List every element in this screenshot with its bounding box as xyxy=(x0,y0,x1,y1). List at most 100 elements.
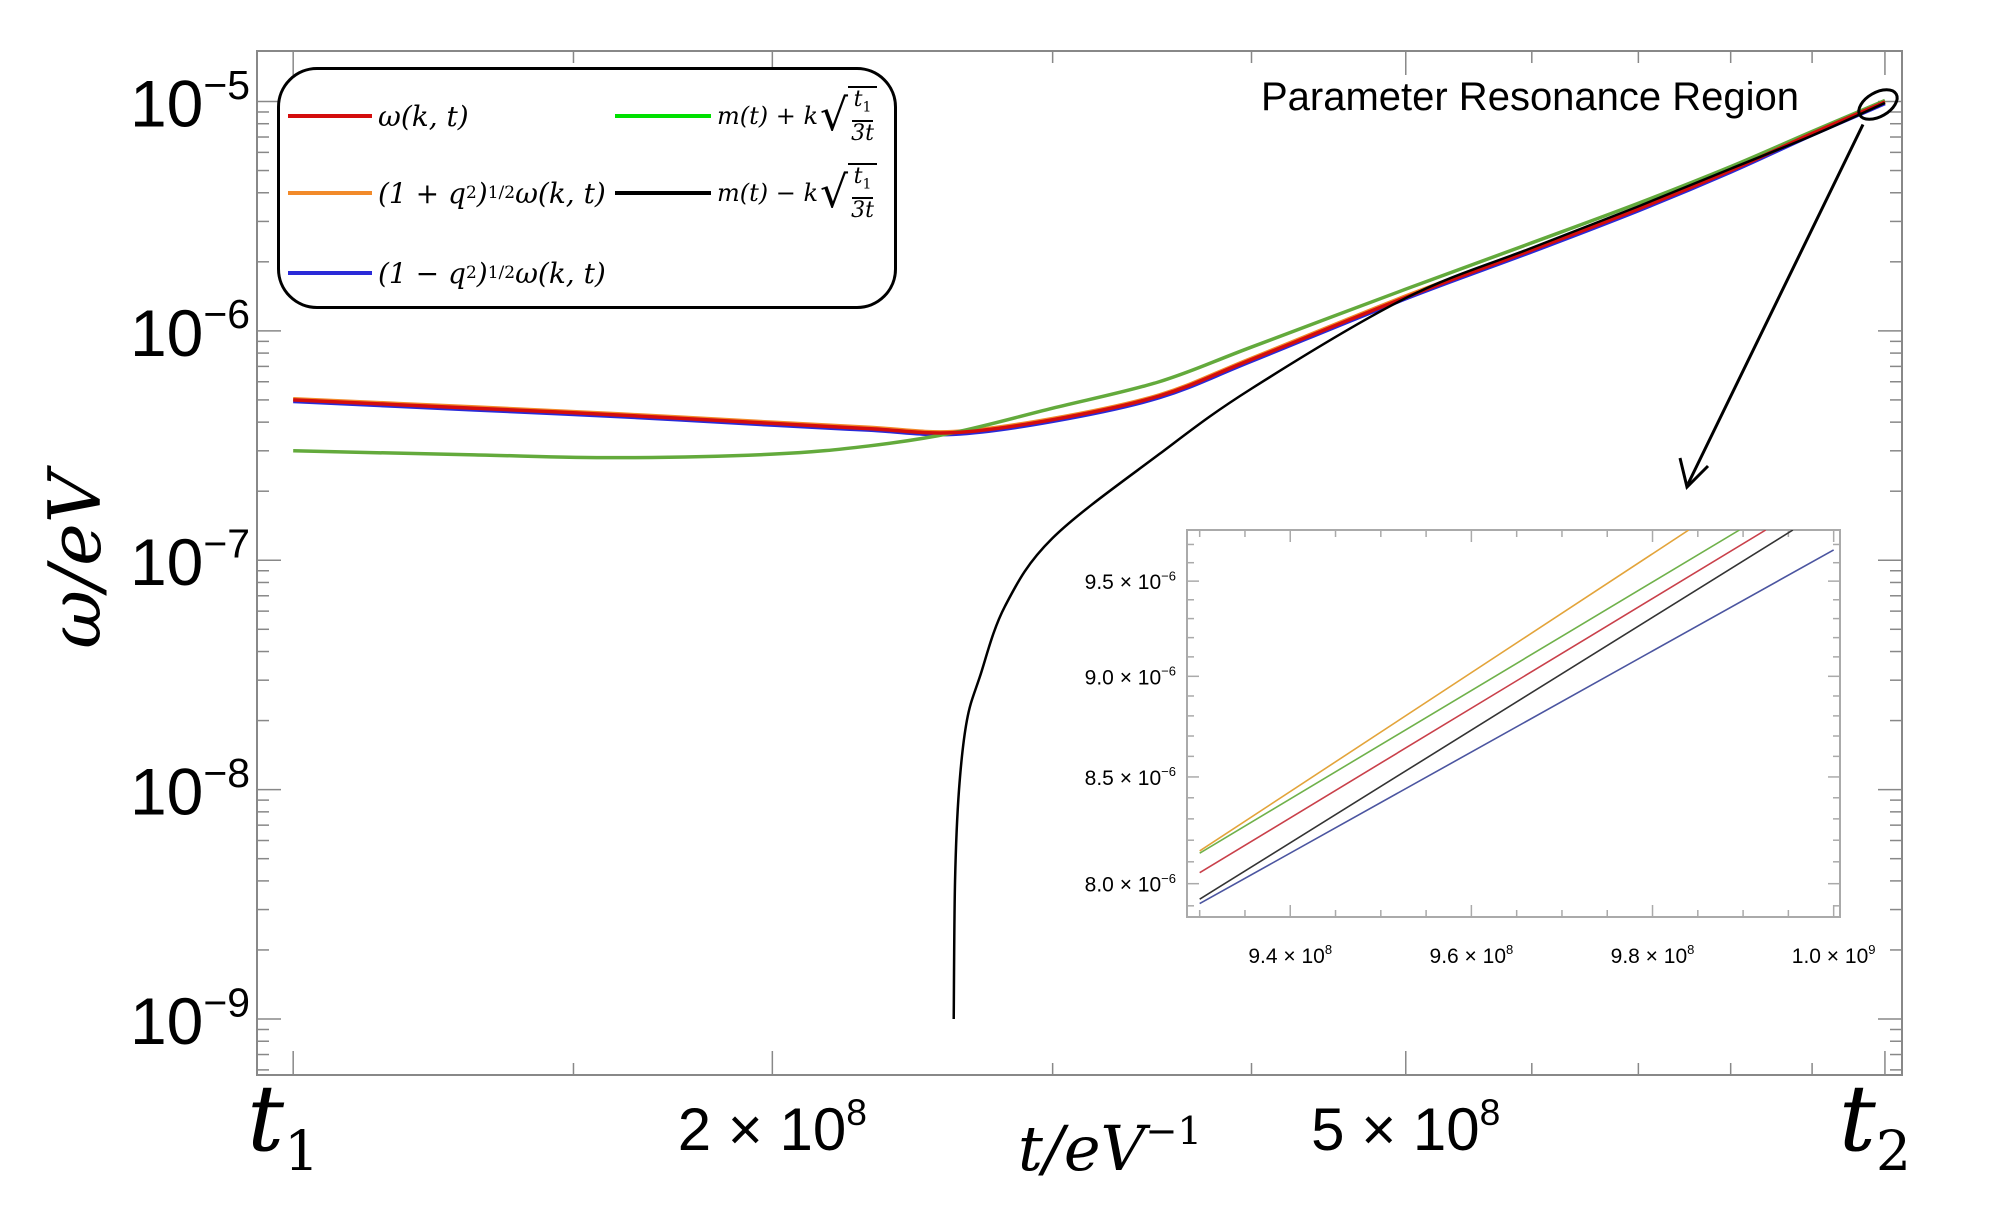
legend-sup: 2 xyxy=(465,263,477,283)
y-tick-label-base: 10 xyxy=(130,66,203,140)
x-tick-label-base: t xyxy=(247,1065,285,1172)
legend-label: m(t) − k √ t1 3t xyxy=(717,163,877,222)
x-axis-label: t/eV−1 xyxy=(1018,1109,1202,1185)
inset-x-tick-label-exponent: 8 xyxy=(1506,942,1513,957)
inset-y-tick-label-exponent: −6 xyxy=(1161,764,1176,779)
inset-x-tick-label-exponent: 8 xyxy=(1687,942,1694,957)
legend-text: (1 + q xyxy=(378,176,466,210)
y-axis-label: ω/eV xyxy=(33,464,117,649)
y-tick-label-exponent: −6 xyxy=(203,291,250,337)
arrow-head-icon xyxy=(1678,457,1710,490)
x-tick-label-exponent: 8 xyxy=(1480,1091,1501,1133)
x-axis-label-exponent: −1 xyxy=(1145,1109,1202,1154)
legend: ω(k, t) (1 + q 2) 1/2 ω(k, t) (1 − q 2) 1/2 ω(… xyxy=(277,67,897,309)
annotation-label: Parameter Resonance Region xyxy=(1261,75,1799,119)
inset-frame xyxy=(1186,529,1841,918)
inset-y-tick-label: 9.5 × 10−6 xyxy=(1085,568,1176,594)
inset-series-line-red xyxy=(1199,530,1767,874)
legend-sup: 1/2 xyxy=(487,263,516,283)
inset-x-tick-label: 9.4 × 108 xyxy=(1248,942,1332,968)
x-tick-label-base: t xyxy=(1839,1065,1877,1172)
x-tick-label-subscript: 1 xyxy=(284,1120,319,1184)
legend-num: t xyxy=(853,87,863,113)
x-tick-label: t2 xyxy=(1839,1065,1911,1184)
inset-series-group xyxy=(1199,530,1835,905)
legend-text: ω(k, t) xyxy=(515,176,606,210)
series-line-black xyxy=(952,101,1886,1020)
legend-text: m(t) − k xyxy=(717,178,819,207)
inset-y-tick-label-exponent: −6 xyxy=(1161,568,1176,583)
arrow-line xyxy=(1686,123,1865,485)
legend-item-m-plus: m(t) + k √ t1 3t xyxy=(615,86,877,146)
inset-y-tick-label: 9.0 × 10−6 xyxy=(1085,664,1176,690)
legend-swatch-red xyxy=(288,114,372,118)
legend-text: ) xyxy=(476,256,488,290)
inset-series-line-orange xyxy=(1199,530,1690,852)
legend-sup: 2 xyxy=(465,183,477,203)
legend-swatch-orange xyxy=(288,191,372,195)
inset-plot: 9.4 × 108 9.6 × 108 9.8 × 108 1.0 × 1098.0 … xyxy=(1085,529,1876,968)
inset-x-tick-label: 9.8 × 108 xyxy=(1611,942,1695,968)
series-group xyxy=(293,98,1886,1020)
inset-y-tick-label-base: 9.0 × 10 xyxy=(1085,666,1161,689)
inset-x-tick-label-exponent: 8 xyxy=(1325,942,1332,957)
legend-item-omega: ω(k, t) xyxy=(288,86,469,146)
inset-y-tick-label: 8.0 × 10−6 xyxy=(1085,871,1176,897)
y-tick-label: 10−7 xyxy=(130,521,250,600)
inset-series-line-blue xyxy=(1199,549,1835,905)
legend-sub: 1 xyxy=(862,99,872,116)
inset-x-tick-label: 1.0 × 109 xyxy=(1792,942,1876,968)
y-tick-label-exponent: −8 xyxy=(203,750,250,796)
legend-swatch-green xyxy=(615,114,711,118)
series-line-green xyxy=(293,98,1886,460)
inset-y-tick-label: 8.5 × 10−6 xyxy=(1085,764,1176,790)
inset-x-tick-label-exponent: 9 xyxy=(1868,942,1875,957)
legend-den: 3t xyxy=(851,120,874,146)
main-axes: 10−510−610−710−810−9t1 2 × 108 5 × 108 t2t/… xyxy=(33,50,1911,1185)
sqrt-symbol: √ t1 3t xyxy=(820,86,877,145)
inset-y-tick-label-exponent: −6 xyxy=(1161,664,1176,679)
y-tick-label: 10−9 xyxy=(130,979,250,1058)
x-tick-label-exponent: 8 xyxy=(846,1091,867,1133)
inset-y-tick-label-exponent: −6 xyxy=(1161,871,1176,886)
y-tick-label: 10−5 xyxy=(130,62,250,141)
legend-text: ω(k, t) xyxy=(515,256,606,290)
series-line-red xyxy=(293,100,1886,435)
inset-x-tick-label-base: 9.8 × 10 xyxy=(1611,945,1687,968)
inset-series-line-black xyxy=(1199,530,1794,900)
highlight-ellipse xyxy=(1857,88,1899,121)
y-tick-label-exponent: −7 xyxy=(203,521,250,567)
x-axis-label-base: t/eV xyxy=(1018,1112,1151,1185)
legend-num: t xyxy=(853,164,863,190)
y-tick-label-exponent: −5 xyxy=(203,62,250,108)
y-tick-label: 10−6 xyxy=(130,291,250,370)
inset-x-tick-label-base: 9.6 × 10 xyxy=(1430,945,1506,968)
inset-x-tick-label: 9.6 × 108 xyxy=(1430,942,1514,968)
x-tick-label: t1 xyxy=(247,1065,319,1184)
y-tick-label-base: 10 xyxy=(130,755,203,829)
legend-label: (1 − q 2) 1/2 ω(k, t) xyxy=(378,257,606,290)
x-tick-label: 5 × 108 xyxy=(1311,1091,1500,1163)
y-tick-label: 10−8 xyxy=(130,750,250,829)
inset-series-line-green xyxy=(1199,530,1740,854)
legend-label: (1 + q 2) 1/2 ω(k, t) xyxy=(378,177,606,210)
legend-den: 3t xyxy=(851,197,874,223)
x-tick-label-base: 5 × 10 xyxy=(1311,1096,1480,1163)
legend-item-m-minus: m(t) − k √ t1 3t xyxy=(615,163,877,223)
y-tick-label-base: 10 xyxy=(130,525,203,599)
legend-label: ω(k, t) xyxy=(378,99,469,133)
legend-swatch-black xyxy=(615,191,711,195)
x-tick-label-base: 2 × 10 xyxy=(678,1096,847,1163)
inset-y-tick-label-base: 8.5 × 10 xyxy=(1085,767,1161,790)
legend-item-minus-q: (1 − q 2) 1/2 ω(k, t) xyxy=(288,243,606,303)
legend-text: m(t) + k xyxy=(717,101,819,130)
inset-x-tick-label-base: 9.4 × 10 xyxy=(1248,945,1324,968)
x-tick-label: 2 × 108 xyxy=(678,1091,867,1163)
y-tick-label-base: 10 xyxy=(130,984,203,1058)
legend-item-plus-q: (1 + q 2) 1/2 ω(k, t) xyxy=(288,163,606,223)
legend-text: (1 − q xyxy=(378,256,466,290)
legend-text: ) xyxy=(476,176,488,210)
y-tick-label-base: 10 xyxy=(130,296,203,370)
